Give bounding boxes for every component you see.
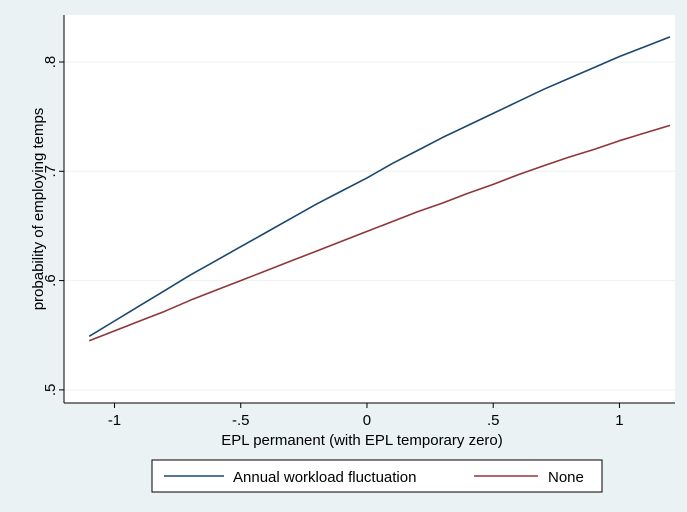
x-tick-label: 0	[363, 412, 371, 429]
legend-label-none: None	[548, 469, 584, 486]
x-axis-label: EPL permanent (with EPL temporary zero)	[221, 432, 503, 449]
y-tick-label: .6	[42, 274, 59, 287]
y-tick-label: .8	[42, 56, 59, 69]
y-tick-label: .5	[42, 384, 59, 397]
x-tick-label: 1	[615, 412, 623, 429]
series-lines	[88, 36, 671, 342]
x-tick-label: .5	[487, 412, 500, 429]
x-tick-label: -.5	[232, 412, 250, 429]
y-tick-label: .7	[42, 165, 59, 178]
series-line-none	[88, 124, 671, 342]
y-axis-label: probability of employing temps	[30, 108, 47, 311]
legend-label-annual-workload-fluctuation: Annual workload fluctuation	[233, 469, 416, 486]
x-tick-label: -1	[108, 412, 121, 429]
legend: Annual workload fluctuation None	[151, 459, 603, 493]
axes	[63, 15, 675, 404]
plot-area	[64, 15, 675, 403]
gridlines	[64, 61, 675, 391]
ticks: .5 .6 .7 .8 -1 -.5 0 .5 1	[42, 56, 624, 429]
series-line-annual-workload-fluctuation	[88, 36, 671, 337]
